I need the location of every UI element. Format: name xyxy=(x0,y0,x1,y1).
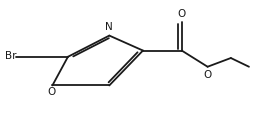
Text: Br: Br xyxy=(5,51,16,61)
Text: O: O xyxy=(204,70,212,80)
Text: O: O xyxy=(47,87,55,97)
Text: O: O xyxy=(178,9,186,19)
Text: N: N xyxy=(106,22,113,33)
